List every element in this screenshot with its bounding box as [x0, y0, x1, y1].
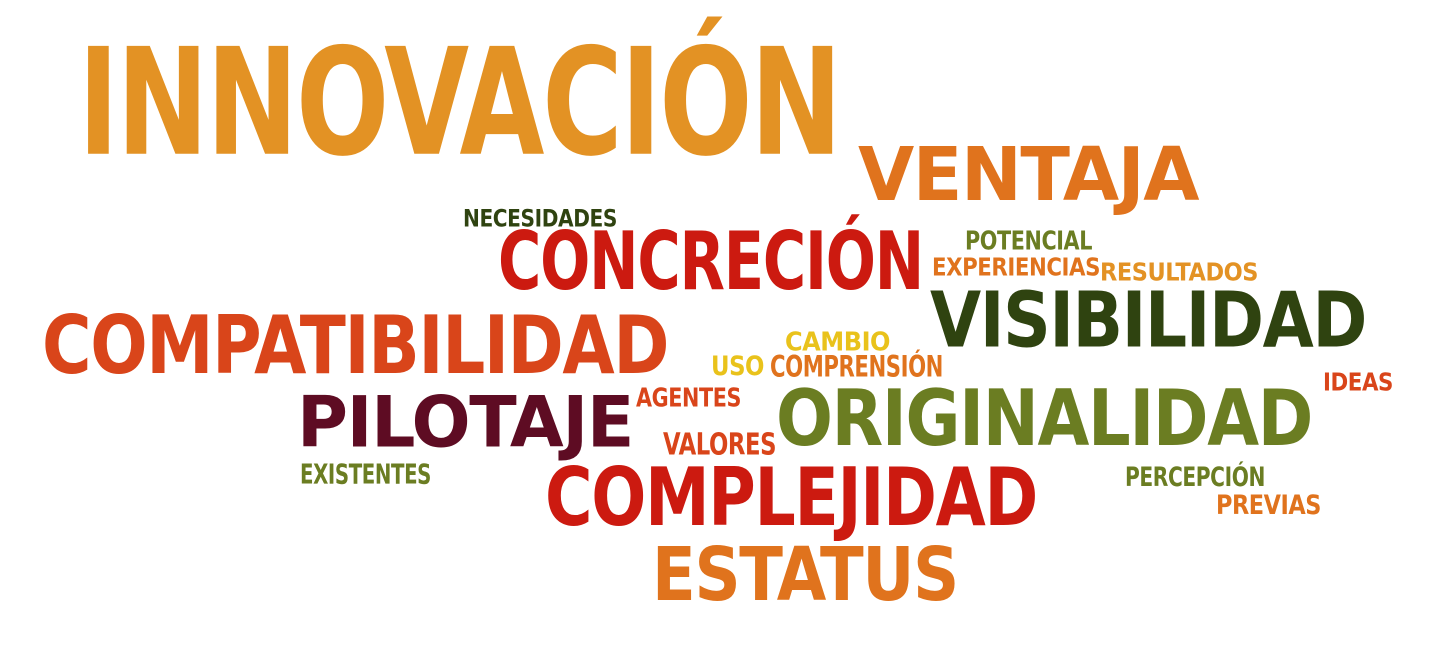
word-potencial: POTENCIAL — [965, 226, 1092, 257]
word-uso: USO — [711, 349, 764, 382]
word-visibilidad: VISIBILIDAD — [930, 276, 1367, 366]
word-ideas: IDEAS — [1323, 367, 1393, 397]
word-comprension: COMPRENSIÓN — [770, 350, 943, 385]
word-innovacion: INNOVACIÓN — [78, 17, 842, 190]
word-originalidad: ORIGINALIDAD — [776, 373, 1313, 464]
word-pilotaje: PILOTAJE — [297, 382, 634, 464]
word-necesidades: NECESIDADES — [463, 204, 617, 233]
word-estatus: ESTATUS — [652, 531, 959, 618]
word-previas: PREVIAS — [1216, 488, 1321, 521]
word-experiencias: EXPERIENCIAS — [932, 252, 1101, 282]
word-existentes: EXISTENTES — [300, 457, 432, 491]
word-valores: VALORES — [663, 427, 777, 463]
word-concrecion: CONCRECIÓN — [498, 215, 924, 309]
word-ventaja: VENTAJA — [858, 131, 1199, 218]
word-resultados: RESULTADOS — [1100, 257, 1258, 287]
word-cambio: CAMBIO — [785, 327, 891, 358]
word-agentes: AGENTES — [636, 383, 742, 414]
word-complejidad: COMPLEJIDAD — [545, 451, 1038, 545]
word-percepcion: PERCEPCIÓN — [1125, 460, 1266, 493]
word-compatibilidad: COMPATIBILIDAD — [42, 299, 669, 393]
